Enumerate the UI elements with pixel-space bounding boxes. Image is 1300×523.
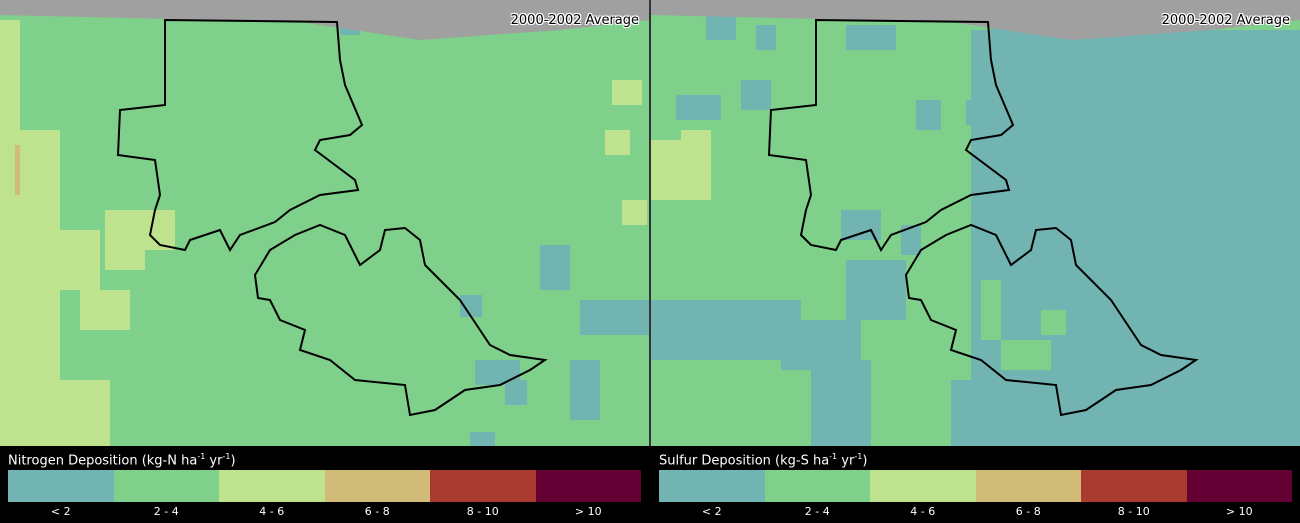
deposition-cell — [605, 130, 630, 155]
no-data-area — [0, 0, 649, 40]
legend-swatch — [1081, 470, 1187, 502]
legend-color-bar — [659, 470, 1292, 502]
legend-swatch — [1186, 470, 1292, 502]
legend-labels: < 2 2 - 4 4 - 6 6 - 8 8 - 10 > 10 — [8, 505, 641, 518]
legend-label: 6 - 8 — [364, 505, 390, 518]
period-label: 2000-2002 Average — [510, 13, 639, 28]
deposition-cell — [966, 100, 991, 125]
park-boundary — [253, 223, 548, 417]
nitrogen-deposition-map[interactable] — [0, 0, 649, 446]
legend-swatch — [8, 470, 114, 502]
deposition-cell — [80, 290, 130, 330]
legend-label: 6 - 8 — [1015, 505, 1041, 518]
deposition-cell — [1041, 310, 1066, 335]
deposition-cell — [951, 380, 991, 446]
deposition-cell — [971, 30, 1300, 446]
deposition-cell — [931, 260, 971, 290]
deposition-cell — [540, 245, 570, 290]
legend-swatch — [535, 470, 641, 502]
park-boundary — [116, 18, 364, 252]
deposition-cell — [1001, 340, 1051, 370]
deposition-cell — [580, 300, 649, 335]
legend-swatch — [219, 470, 325, 502]
legend-title: Sulfur Deposition (kg-S ha-1 yr-1) — [659, 452, 868, 469]
deposition-cell — [460, 295, 482, 317]
legend-title: Nitrogen Deposition (kg-N ha-1 yr-1) — [8, 452, 236, 469]
legend-label: < 2 — [50, 505, 71, 518]
legend-swatch — [764, 470, 870, 502]
legend-color-bar — [8, 470, 641, 502]
deposition-cell — [811, 360, 871, 446]
legend-label: < 2 — [701, 505, 722, 518]
legend-label: 4 - 6 — [259, 505, 285, 518]
deposition-cell — [570, 360, 600, 420]
deposition-cell — [60, 230, 100, 290]
legend-swatch — [659, 470, 765, 502]
deposition-cell — [841, 210, 881, 240]
deposition-cell — [612, 80, 642, 105]
deposition-cell — [901, 225, 921, 255]
park-boundary — [904, 223, 1199, 417]
deposition-cell — [916, 100, 941, 130]
legend-swatch — [324, 470, 430, 502]
panel-divider — [649, 0, 651, 446]
deposition-cell — [0, 380, 110, 446]
deposition-cell — [846, 25, 896, 50]
park-boundary — [767, 18, 1015, 252]
legend-label: 4 - 6 — [910, 505, 936, 518]
deposition-cell — [20, 130, 60, 200]
sulfur-deposition-map[interactable] — [651, 0, 1300, 446]
legend-label: 2 - 4 — [804, 505, 830, 518]
deposition-cell — [741, 80, 771, 110]
deposition-cell — [846, 260, 906, 320]
legend-labels: < 2 2 - 4 4 - 6 6 - 8 8 - 10 > 10 — [659, 505, 1292, 518]
legend-label: > 10 — [574, 505, 602, 518]
legend-swatch — [870, 470, 976, 502]
legend-label: 2 - 4 — [153, 505, 179, 518]
legend-swatch — [113, 470, 219, 502]
period-label: 2000-2002 Average — [1161, 13, 1290, 28]
legend-swatch — [975, 470, 1081, 502]
legend-swatch — [430, 470, 536, 502]
deposition-cell — [505, 380, 527, 405]
deposition-cell — [470, 432, 495, 446]
deposition-cell — [622, 200, 647, 225]
deposition-cell — [105, 210, 145, 270]
deposition-cell — [981, 280, 1001, 340]
deposition-cell — [756, 25, 776, 50]
sulfur-panel: 2000-2002 Average Sulfur Deposition (kg-… — [651, 0, 1300, 523]
legend-label: 8 - 10 — [1117, 505, 1150, 518]
deposition-cell — [676, 95, 721, 120]
legend-label: > 10 — [1225, 505, 1253, 518]
no-data-area — [651, 0, 1300, 40]
deposition-cell — [651, 300, 801, 360]
nitrogen-panel: 2000-2002 Average Nitrogen Deposition (k… — [0, 0, 649, 523]
deposition-cell — [681, 130, 711, 170]
legend-label: 8 - 10 — [466, 505, 499, 518]
deposition-background — [0, 0, 649, 446]
